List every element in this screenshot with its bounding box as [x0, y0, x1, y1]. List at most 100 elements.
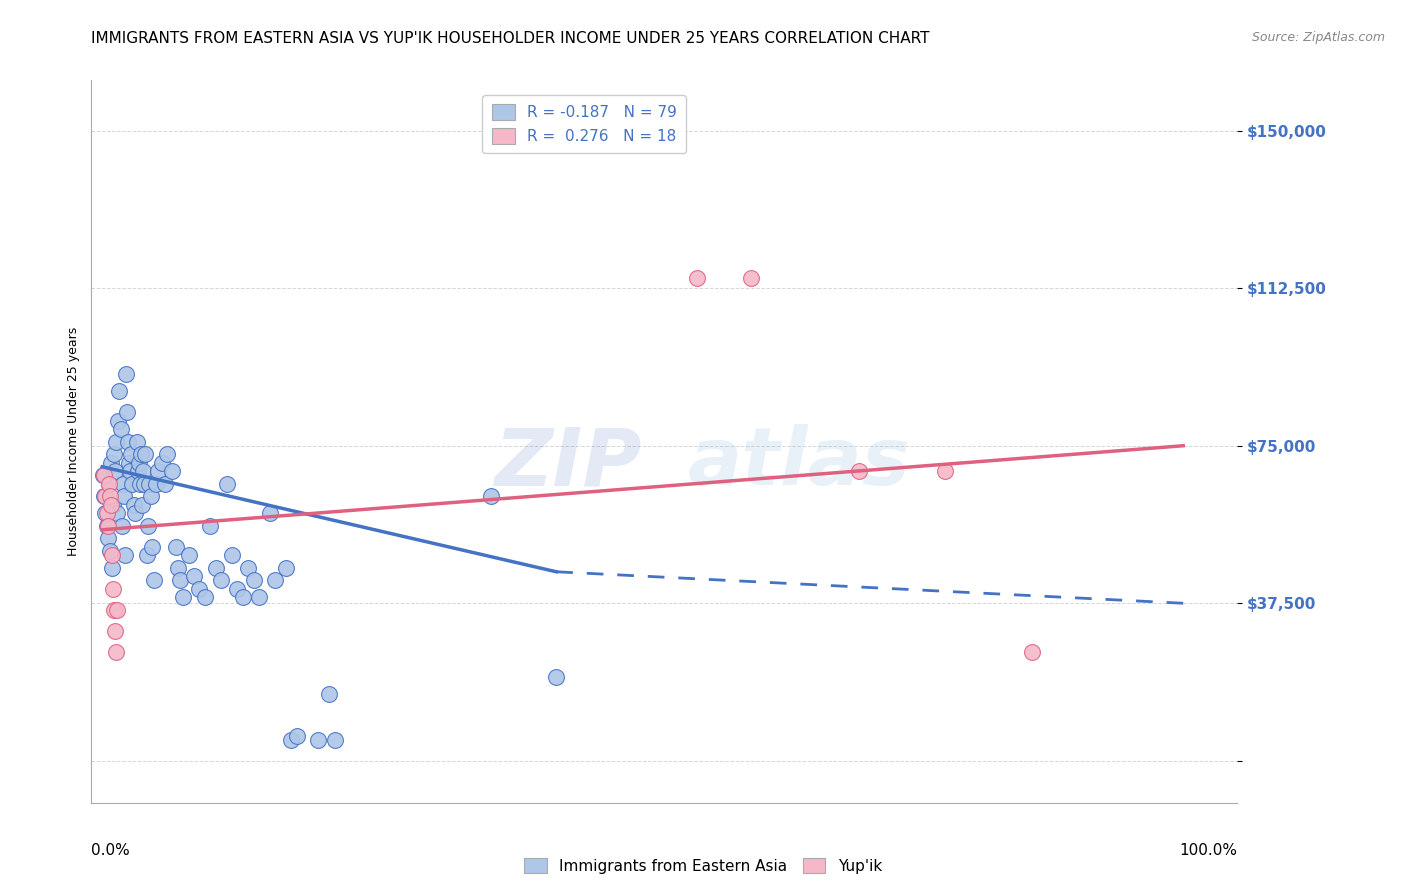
Point	[117, 434, 139, 449]
Point	[167, 560, 190, 574]
Text: IMMIGRANTS FROM EASTERN ASIA VS YUP'IK HOUSEHOLDER INCOME UNDER 25 YEARS CORRELA: IMMIGRANTS FROM EASTERN ASIA VS YUP'IK H…	[91, 31, 929, 46]
Point	[128, 456, 150, 470]
Point	[177, 548, 200, 562]
Text: Source: ZipAtlas.com: Source: ZipAtlas.com	[1251, 31, 1385, 45]
Point	[204, 560, 226, 574]
Point	[169, 573, 191, 587]
Point	[242, 573, 264, 587]
Point	[94, 506, 117, 520]
Point	[934, 464, 956, 478]
Point	[91, 468, 114, 483]
Point	[111, 476, 134, 491]
Point	[100, 456, 122, 470]
Point	[103, 602, 125, 616]
Point	[172, 590, 194, 604]
Point	[96, 506, 118, 520]
Point	[96, 518, 118, 533]
Point	[124, 506, 146, 520]
Point	[129, 447, 152, 461]
Point	[135, 548, 157, 562]
Point	[285, 729, 308, 743]
Point	[150, 456, 173, 470]
Point	[120, 447, 142, 461]
Point	[139, 489, 162, 503]
Point	[236, 560, 259, 574]
Point	[129, 476, 152, 491]
Point	[318, 687, 340, 701]
Point	[143, 573, 166, 587]
Point	[247, 590, 270, 604]
Point	[131, 498, 153, 512]
Point	[118, 456, 141, 470]
Point	[183, 569, 205, 583]
Point	[280, 732, 302, 747]
Point	[115, 405, 138, 419]
Point	[108, 384, 131, 398]
Text: 100.0%: 100.0%	[1180, 843, 1237, 857]
Point	[1021, 644, 1043, 658]
Point	[221, 548, 243, 562]
Point	[136, 518, 159, 533]
Point	[259, 506, 281, 520]
Point	[134, 447, 156, 461]
Point	[101, 560, 124, 574]
Point	[103, 447, 125, 461]
Point	[141, 540, 163, 554]
Point	[162, 464, 184, 478]
Point	[148, 464, 170, 478]
Point	[104, 464, 127, 478]
Text: 0.0%: 0.0%	[91, 843, 131, 857]
Point	[97, 476, 120, 491]
Point	[209, 573, 232, 587]
Point	[226, 582, 249, 596]
Point	[153, 476, 176, 491]
Y-axis label: Householder Income Under 25 years: Householder Income Under 25 years	[67, 326, 80, 557]
Point	[232, 590, 254, 604]
Point	[97, 531, 120, 545]
Point	[105, 506, 128, 520]
Point	[110, 422, 132, 436]
Point	[107, 413, 129, 427]
Point	[188, 582, 211, 596]
Point	[115, 368, 138, 382]
Point	[264, 573, 287, 587]
Point	[105, 434, 128, 449]
Point	[194, 590, 217, 604]
Text: ZIP: ZIP	[494, 425, 641, 502]
Point	[479, 489, 502, 503]
Point	[125, 434, 148, 449]
Point	[101, 548, 124, 562]
Point	[134, 476, 156, 491]
Point	[111, 518, 134, 533]
Point	[98, 543, 121, 558]
Point	[105, 644, 128, 658]
Point	[156, 447, 179, 461]
Point	[127, 464, 149, 478]
Point	[323, 732, 346, 747]
Point	[112, 489, 135, 503]
Point	[546, 670, 568, 684]
Point	[121, 476, 143, 491]
Point	[215, 476, 238, 491]
Point	[98, 489, 121, 503]
Point	[97, 518, 120, 533]
Point	[307, 732, 329, 747]
Legend: Immigrants from Eastern Asia, Yup'ik: Immigrants from Eastern Asia, Yup'ik	[517, 852, 889, 880]
Point	[740, 270, 762, 285]
Point	[145, 476, 167, 491]
Point	[93, 468, 115, 483]
Point	[101, 582, 124, 596]
Point	[132, 464, 155, 478]
Point	[120, 464, 142, 478]
Text: atlas: atlas	[688, 425, 910, 502]
Point	[105, 602, 128, 616]
Point	[94, 489, 117, 503]
Point	[274, 560, 297, 574]
Point	[122, 498, 145, 512]
Point	[848, 464, 870, 478]
Point	[165, 540, 187, 554]
Point	[200, 518, 222, 533]
Point	[104, 624, 127, 638]
Legend: R = -0.187   N = 79, R =  0.276   N = 18: R = -0.187 N = 79, R = 0.276 N = 18	[482, 95, 686, 153]
Point	[138, 476, 160, 491]
